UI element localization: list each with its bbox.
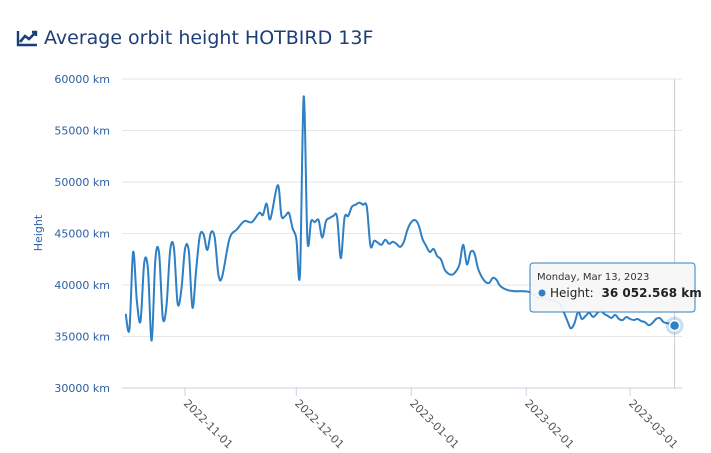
svg-text:Height: 36 052.568 km: Height: 36 052.568 km	[550, 286, 702, 300]
x-tick-label: 2022-11-01	[181, 397, 235, 451]
tooltip-value: 36 052.568 km	[602, 286, 702, 300]
y-tick-label: 35000 km	[54, 331, 110, 344]
y-tick-label: 60000 km	[54, 73, 110, 86]
y-tick-label: 45000 km	[54, 228, 110, 241]
tooltip-series-label: Height:	[550, 286, 594, 300]
tooltip-series-marker	[538, 289, 546, 297]
y-tick-label: 55000 km	[54, 125, 110, 138]
chart-title: Average orbit height HOTBIRD 13F	[44, 27, 374, 49]
chart-header: Average orbit height HOTBIRD 13F	[16, 24, 373, 52]
y-tick-label: 30000 km	[54, 382, 110, 395]
y-axis-ticks: 30000 km 35000 km 40000 km 45000 km 50000 km…	[54, 73, 110, 395]
x-tick-label: 2023-03-01	[626, 397, 680, 451]
y-tick-label: 50000 km	[54, 176, 110, 189]
x-tick-label: 2023-02-01	[522, 397, 576, 451]
x-tick-label: 2023-01-01	[407, 397, 461, 451]
hover-point[interactable]	[668, 319, 681, 332]
tooltip-date: Monday, Mar 13, 2023	[537, 272, 649, 283]
x-axis-ticks: 2022-11-01 2022-12-01 2023-01-01 2023-02-01…	[181, 388, 680, 451]
x-tick-label: 2022-12-01	[292, 397, 346, 451]
y-tick-label: 40000 km	[54, 279, 110, 292]
series-line-height[interactable]	[124, 95, 676, 342]
line-chart-icon	[16, 30, 38, 47]
y-axis-title: Height	[32, 214, 45, 251]
grid-lines	[122, 78, 682, 389]
tooltip: Monday, Mar 13, 2023 Height: 36 052.568 …	[529, 262, 702, 313]
